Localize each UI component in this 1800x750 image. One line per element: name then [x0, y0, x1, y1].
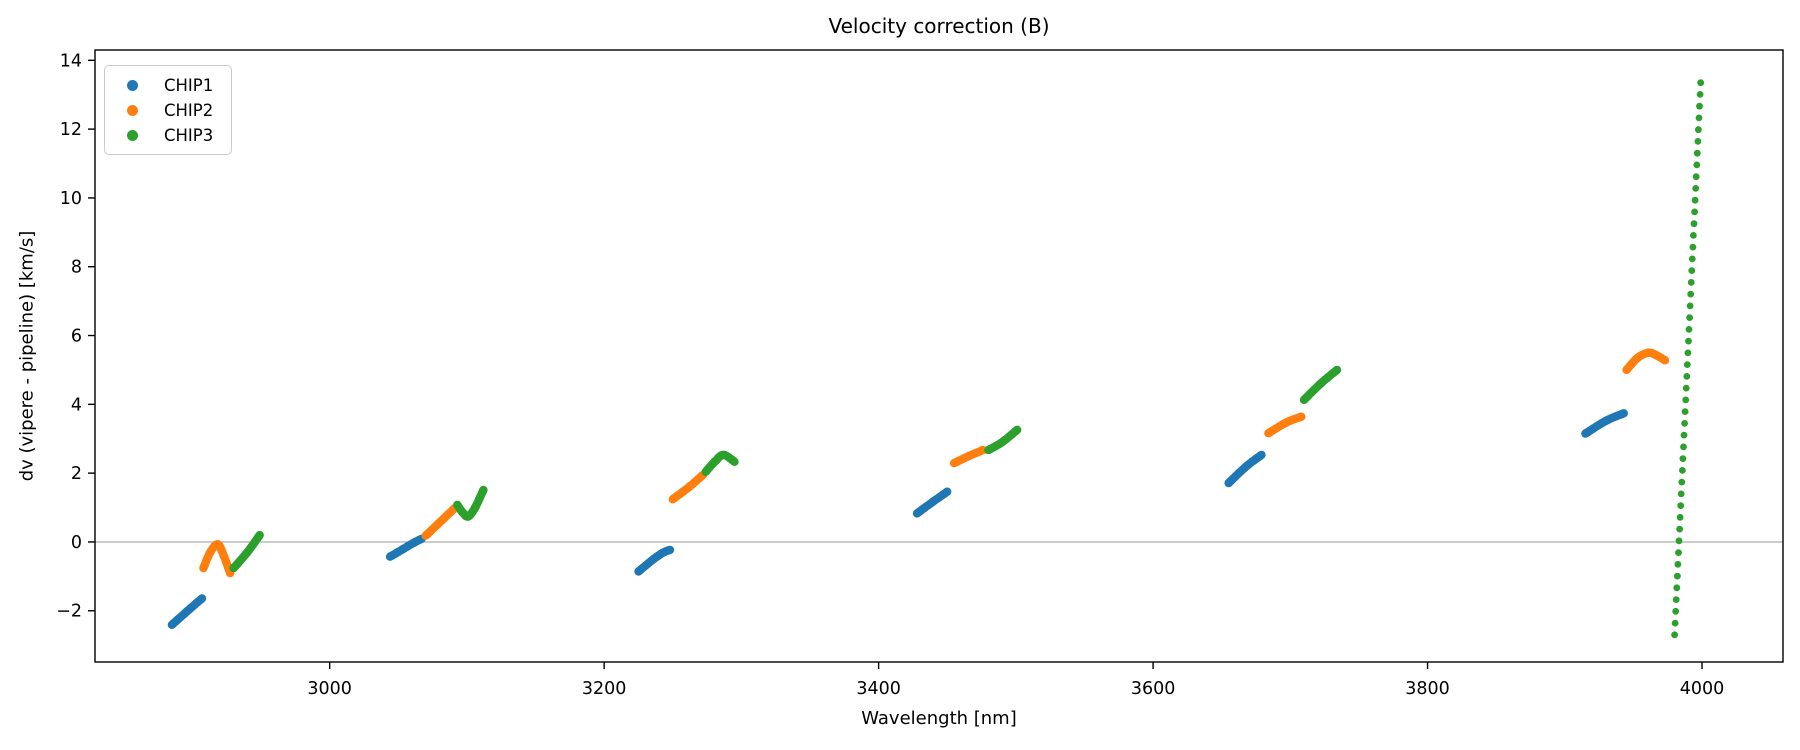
- legend-item-chip3: CHIP3: [105, 123, 231, 148]
- data-point-chip3: [1683, 361, 1691, 368]
- data-point-chip3: [1681, 420, 1688, 427]
- data-point-chip2: [1660, 356, 1670, 365]
- data-point-chip3: [1688, 267, 1696, 274]
- data-point-chip1: [197, 594, 207, 603]
- x-tick-label: 3000: [307, 679, 352, 699]
- data-point-chip3: [1677, 502, 1685, 509]
- chip3-marker-icon: [127, 130, 138, 141]
- data-point-chip3: [1679, 467, 1686, 474]
- data-point-chip3: [1671, 619, 1679, 627]
- x-tick-label: 3400: [856, 679, 901, 699]
- data-point-chip2: [1297, 412, 1306, 421]
- data-point-chip3: [1696, 102, 1703, 110]
- data-point-chip3: [1686, 314, 1693, 321]
- y-tick-label: 0: [71, 533, 82, 553]
- data-point-chip3: [1682, 384, 1690, 392]
- data-point-chip3: [730, 457, 739, 466]
- data-point-chip3: [1693, 161, 1701, 169]
- data-point-chip1: [1619, 409, 1629, 418]
- legend-item-chip1: CHIP1: [105, 73, 231, 98]
- data-point-chip3: [1685, 337, 1692, 345]
- data-point-chip1: [943, 487, 952, 496]
- legend: CHIP1 CHIP2 CHIP3: [104, 65, 232, 155]
- data-point-chip3: [1692, 185, 1700, 192]
- y-tick-label: 10: [60, 189, 82, 209]
- data-point-chip3: [1682, 396, 1690, 404]
- plot-border: [94, 49, 1784, 663]
- data-point-chip3: [1684, 349, 1692, 357]
- data-point-chip3: [1690, 220, 1698, 228]
- data-point-chip3: [1687, 290, 1695, 298]
- legend-item-chip2: CHIP2: [105, 98, 231, 123]
- chart-title: Velocity correction (B): [828, 14, 1050, 38]
- data-point-chip3: [1676, 525, 1683, 533]
- chip2-marker-icon: [127, 105, 138, 116]
- data-point-chip3: [1680, 443, 1687, 451]
- data-point-chip3: [1695, 114, 1703, 122]
- data-point-chip3: [1332, 365, 1342, 375]
- x-tick-label: 3200: [582, 679, 627, 699]
- data-point-chip3: [1693, 149, 1701, 157]
- y-tick-label: 2: [71, 464, 82, 484]
- data-point-chip3: [1685, 326, 1693, 333]
- data-point-chip3: [1690, 232, 1697, 239]
- data-point-chip3: [1013, 425, 1022, 434]
- data-point-chip3: [1672, 607, 1680, 615]
- y-tick-label: 8: [71, 258, 82, 278]
- data-point-chip3: [1696, 91, 1704, 98]
- data-point-chip3: [1697, 79, 1705, 87]
- data-point-chip1: [665, 545, 675, 555]
- data-point-chip3: [1691, 208, 1698, 216]
- data-point-chip3: [479, 485, 488, 495]
- data-point-chip3: [1676, 513, 1684, 521]
- data-point-chip3: [1671, 631, 1678, 639]
- data-point-chip3: [1674, 560, 1682, 568]
- legend-label-chip2: CHIP2: [164, 101, 214, 120]
- data-point-chip3: [1686, 302, 1694, 310]
- data-point-chip3: [1674, 572, 1681, 580]
- y-tick-label: 6: [71, 327, 82, 347]
- y-tick-label: −2: [56, 602, 82, 622]
- data-point-chip3: [1679, 455, 1687, 462]
- data-point-chip3: [1675, 537, 1683, 545]
- data-point-chip3: [1678, 478, 1686, 486]
- data-point-chip3: [1675, 549, 1682, 556]
- data-point-chip3: [1691, 196, 1699, 204]
- data-point-chip3: [1694, 138, 1702, 145]
- data-point-chip3: [1673, 584, 1681, 592]
- data-point-chip3: [1672, 596, 1680, 603]
- data-point-chip3: [1695, 126, 1702, 134]
- data-point-chip3: [1680, 431, 1688, 439]
- x-tick-label: 3800: [1405, 679, 1450, 699]
- legend-label-chip1: CHIP1: [164, 76, 214, 95]
- legend-label-chip3: CHIP3: [164, 126, 214, 145]
- chip1-marker-icon: [127, 80, 138, 91]
- y-tick-label: 14: [60, 51, 82, 71]
- data-point-chip1: [1257, 450, 1266, 460]
- data-point-chip3: [1683, 373, 1691, 380]
- data-point-chip3: [1687, 279, 1695, 286]
- x-axis-label: Wavelength [nm]: [861, 708, 1017, 729]
- x-tick-label: 4000: [1680, 679, 1725, 699]
- y-tick-label: 4: [71, 395, 82, 415]
- data-point-chip3: [255, 530, 264, 540]
- data-point-chip3: [1681, 408, 1689, 415]
- data-point-chip3: [1689, 243, 1697, 251]
- data-point-chip3: [1677, 490, 1685, 498]
- data-point-chip3: [1692, 173, 1700, 181]
- data-point-chip3: [1688, 255, 1696, 263]
- x-tick-label: 3600: [1131, 679, 1176, 699]
- y-tick-label: 12: [60, 120, 82, 140]
